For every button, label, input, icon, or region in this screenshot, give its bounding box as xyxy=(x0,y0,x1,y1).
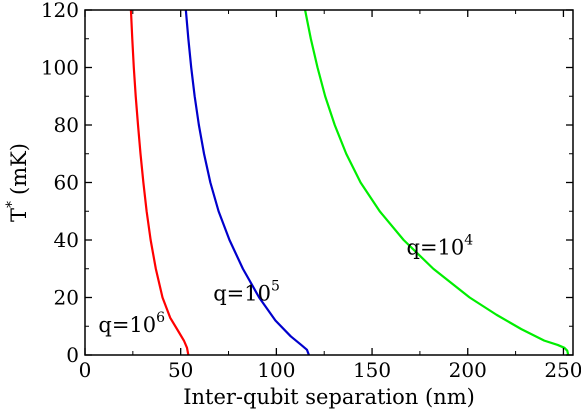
x-axis-label: Inter-qubit separation (nm) xyxy=(183,385,475,409)
curve-label-2: q=105 xyxy=(213,278,280,305)
series-line-2 xyxy=(184,10,311,355)
x-tick-label: 250 xyxy=(544,358,581,382)
curve-label-3: q=104 xyxy=(407,232,474,259)
y-tick-label: 100 xyxy=(41,56,79,80)
series-line-1 xyxy=(129,10,190,355)
curve-label-base: q=10 xyxy=(98,313,156,337)
y-axis-label: T* (mK) xyxy=(4,143,31,222)
y-axis-label-superscript: * xyxy=(4,201,20,208)
x-tick-label: 200 xyxy=(449,358,487,382)
curve-label-1: q=106 xyxy=(98,310,165,337)
series-line-3 xyxy=(303,10,570,355)
plot-frame xyxy=(84,9,574,356)
x-tick-label: 0 xyxy=(79,358,92,382)
axis-ticks: 0 50 100 150 200 250 0 20 40 60 80 100 120 xyxy=(41,0,581,382)
series-curves xyxy=(129,10,570,355)
y-tick-label: 20 xyxy=(54,286,79,310)
y-axis-label-unit: (mK) xyxy=(7,143,31,195)
y-axis-label-base: T xyxy=(7,208,31,222)
x-tick-label: 50 xyxy=(168,358,193,382)
curve-label-base: q=10 xyxy=(213,281,271,305)
y-tick-label: 40 xyxy=(54,228,79,252)
x-tick-label: 100 xyxy=(257,358,295,382)
x-tick-label: 150 xyxy=(353,358,391,382)
y-tick-label: 60 xyxy=(54,171,79,195)
y-tick-label: 120 xyxy=(41,0,79,22)
curve-label-exponent: 5 xyxy=(271,278,280,294)
y-tick-label: 0 xyxy=(66,343,79,367)
curve-label-exponent: 6 xyxy=(156,310,165,326)
curve-label-exponent: 4 xyxy=(464,232,473,248)
y-tick-label: 80 xyxy=(54,113,79,137)
curve-label-base: q=10 xyxy=(407,235,465,259)
